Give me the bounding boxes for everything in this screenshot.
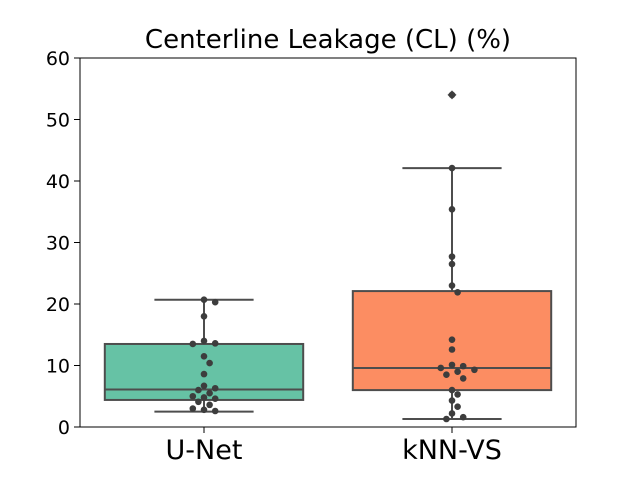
data-point bbox=[195, 398, 202, 406]
data-point bbox=[448, 164, 456, 172]
data-point bbox=[189, 405, 197, 412]
data-point bbox=[454, 391, 461, 398]
data-point bbox=[211, 340, 219, 347]
plot-area bbox=[103, 90, 553, 423]
data-point bbox=[200, 406, 208, 414]
data-point bbox=[200, 394, 208, 401]
data-point bbox=[437, 364, 445, 372]
data-point bbox=[471, 366, 478, 374]
data-point bbox=[448, 386, 456, 394]
data-point bbox=[448, 260, 456, 268]
box-group-knn-vs bbox=[351, 90, 553, 423]
data-point bbox=[454, 403, 461, 411]
data-point bbox=[200, 296, 208, 303]
data-point bbox=[200, 382, 208, 390]
chart-title: Centerline Leakage (CL) (%) bbox=[145, 25, 511, 55]
y-tick-label: 10 bbox=[46, 356, 70, 378]
data-point bbox=[211, 395, 219, 403]
data-point bbox=[448, 397, 456, 404]
data-point bbox=[443, 415, 450, 423]
data-point bbox=[211, 384, 219, 392]
x-tick-label: U-Net bbox=[166, 435, 243, 466]
y-tick-label: 60 bbox=[46, 48, 70, 70]
data-point bbox=[459, 362, 467, 370]
axes: 0 10 20 30 40 50 60 U-Net kNN-VS bbox=[46, 48, 502, 466]
data-point bbox=[459, 375, 467, 382]
data-point bbox=[448, 91, 456, 99]
y-tick-label: 50 bbox=[46, 110, 70, 132]
data-point bbox=[448, 205, 456, 213]
data-point bbox=[189, 340, 197, 348]
data-point bbox=[459, 413, 467, 421]
data-point bbox=[200, 313, 208, 320]
data-point bbox=[206, 401, 213, 409]
data-point bbox=[454, 289, 461, 296]
data-point bbox=[448, 253, 456, 260]
data-point bbox=[200, 370, 208, 378]
data-point bbox=[448, 410, 456, 417]
data-point bbox=[206, 389, 213, 397]
data-point bbox=[200, 352, 208, 360]
data-point bbox=[443, 371, 450, 379]
y-tick-label: 30 bbox=[46, 233, 70, 255]
data-point bbox=[448, 336, 456, 343]
x-tick-label: kNN-VS bbox=[402, 435, 502, 466]
y-tick-label: 0 bbox=[58, 417, 70, 439]
data-point bbox=[211, 407, 219, 415]
data-point bbox=[448, 361, 456, 369]
data-point bbox=[454, 368, 461, 375]
data-point bbox=[206, 359, 213, 367]
y-tick-label: 20 bbox=[46, 294, 70, 316]
data-point bbox=[200, 337, 208, 345]
data-point bbox=[448, 346, 456, 353]
box-group-u-net bbox=[103, 296, 305, 415]
data-point bbox=[448, 282, 456, 289]
data-point bbox=[195, 386, 202, 394]
data-point bbox=[189, 392, 197, 400]
y-tick-label: 40 bbox=[46, 171, 70, 193]
data-point bbox=[211, 298, 219, 306]
